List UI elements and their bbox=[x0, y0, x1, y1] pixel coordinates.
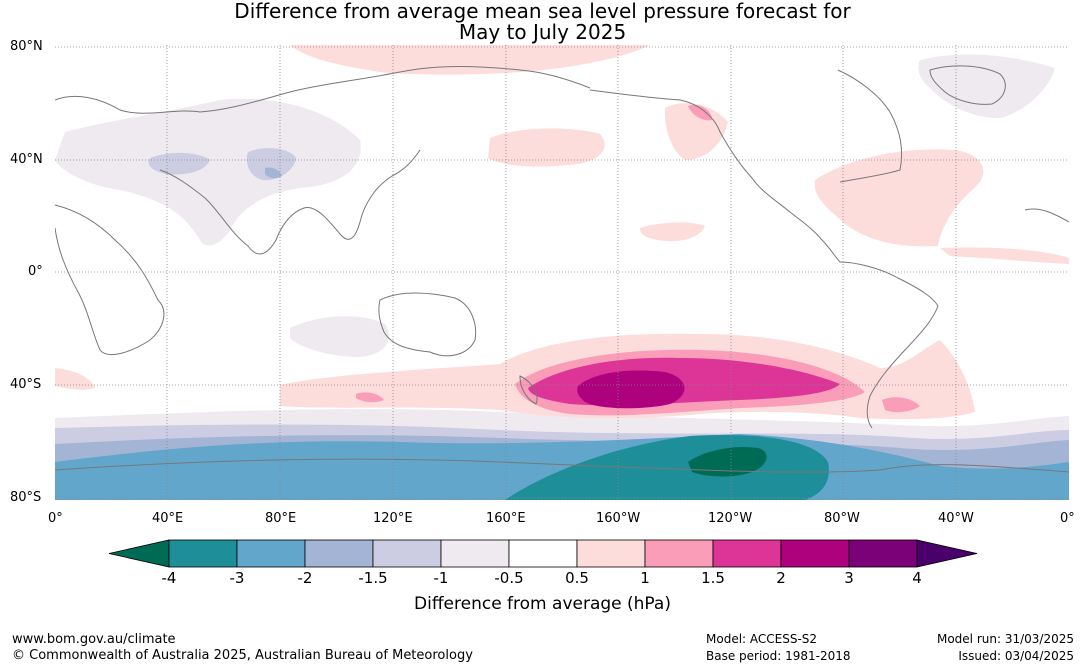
band-plus-1-sw bbox=[356, 392, 384, 403]
footer-model-run: Model run: 31/03/2025 bbox=[936, 632, 1074, 646]
colorbar-tick: -0.5 bbox=[494, 569, 524, 587]
anom-arctic bbox=[290, 45, 650, 75]
anom-asia-minus-0.5 bbox=[55, 98, 361, 246]
map-title-line1: Difference from average mean sea level p… bbox=[234, 0, 851, 23]
lon-label-0-left: 0° bbox=[48, 511, 63, 526]
colorbar-tick: -3 bbox=[229, 569, 245, 587]
coastlines bbox=[55, 65, 1069, 473]
colorbar-tick: -2 bbox=[297, 569, 313, 587]
colorbar-tick: 4 bbox=[912, 569, 922, 587]
colorbar-bin bbox=[372, 539, 442, 568]
footer-base-period: Base period: 1981-2018 bbox=[706, 649, 851, 663]
colorbar-label: Difference from average (hPa) bbox=[414, 594, 671, 614]
colorbar-tick: 2 bbox=[776, 569, 786, 587]
footer-issued: Issued: 03/04/2025 bbox=[958, 649, 1074, 663]
lon-label-160w: 160°W bbox=[596, 511, 641, 526]
colorbar-extend-max bbox=[916, 539, 978, 568]
colorbar-tick: 1.5 bbox=[701, 569, 725, 587]
anom-indian-ocean-minus bbox=[290, 316, 389, 357]
band-plus-2 bbox=[577, 370, 685, 409]
colorbar-bin bbox=[644, 539, 714, 568]
colorbar bbox=[108, 539, 978, 568]
lon-label-0-right: 0° bbox=[1060, 511, 1075, 526]
graticule bbox=[55, 45, 1069, 500]
anom-tropical-pacific bbox=[640, 222, 705, 242]
anom-atlantic-tail bbox=[940, 247, 1069, 264]
colorbar-bin bbox=[236, 539, 306, 568]
lon-label-160e: 160°E bbox=[486, 511, 526, 526]
colorbar-tick: 0.5 bbox=[565, 569, 589, 587]
colorbar-bin bbox=[508, 539, 578, 568]
footer-model: Model: ACCESS-S2 bbox=[706, 632, 818, 646]
colorbar-bin bbox=[780, 539, 850, 568]
colorbar-bin bbox=[168, 539, 238, 568]
colorbar-bin bbox=[576, 539, 646, 568]
map-title-line2: May to July 2025 bbox=[458, 20, 627, 44]
lat-label-40n: 40°N bbox=[10, 152, 43, 167]
footer-copyright: © Commonwealth of Australia 2025, Austra… bbox=[12, 648, 473, 663]
lon-label-120e: 120°E bbox=[373, 511, 413, 526]
colorbar-extend-min bbox=[108, 539, 170, 568]
colorbar-bin bbox=[304, 539, 374, 568]
lat-label-40s: 40°S bbox=[10, 377, 42, 392]
band-plus-1-sa bbox=[882, 397, 920, 413]
lat-label-equator: 0° bbox=[28, 264, 43, 279]
band-plus-0.5-sw bbox=[55, 368, 95, 390]
anom-asia-minus-1b bbox=[246, 148, 296, 181]
anom-greenland-minus bbox=[918, 54, 1055, 118]
colorbar-bin bbox=[440, 539, 510, 568]
colorbar-tick: -1 bbox=[433, 569, 449, 587]
lon-label-40e: 40°E bbox=[152, 511, 184, 526]
colorbar-tick: -4 bbox=[161, 569, 177, 587]
colorbar-bin bbox=[712, 539, 782, 568]
colorbar-bin bbox=[848, 539, 918, 568]
anom-tibet-minus bbox=[265, 167, 282, 179]
colorbar-tick: 3 bbox=[844, 569, 854, 587]
anomaly-fields bbox=[55, 45, 1069, 500]
footer-website: www.bom.gov.au/climate bbox=[12, 632, 176, 647]
lon-label-80w: 80°W bbox=[824, 511, 860, 526]
colorbar-tick: -1.5 bbox=[358, 569, 388, 587]
anom-alaska-core bbox=[688, 104, 712, 121]
anom-north-pacific bbox=[488, 128, 605, 167]
lon-label-40w: 40°W bbox=[938, 511, 974, 526]
lat-label-80s: 80°S bbox=[10, 490, 42, 505]
lon-label-80e: 80°E bbox=[265, 511, 297, 526]
lon-label-120w: 120°W bbox=[708, 511, 753, 526]
anom-north-atlantic bbox=[814, 149, 984, 247]
colorbar-tick: 1 bbox=[640, 569, 650, 587]
anom-gulf-alaska bbox=[664, 103, 728, 160]
band-minus-4 bbox=[688, 446, 767, 477]
anom-asia-minus-1a bbox=[148, 152, 210, 175]
lat-label-80n: 80°N bbox=[10, 39, 43, 54]
